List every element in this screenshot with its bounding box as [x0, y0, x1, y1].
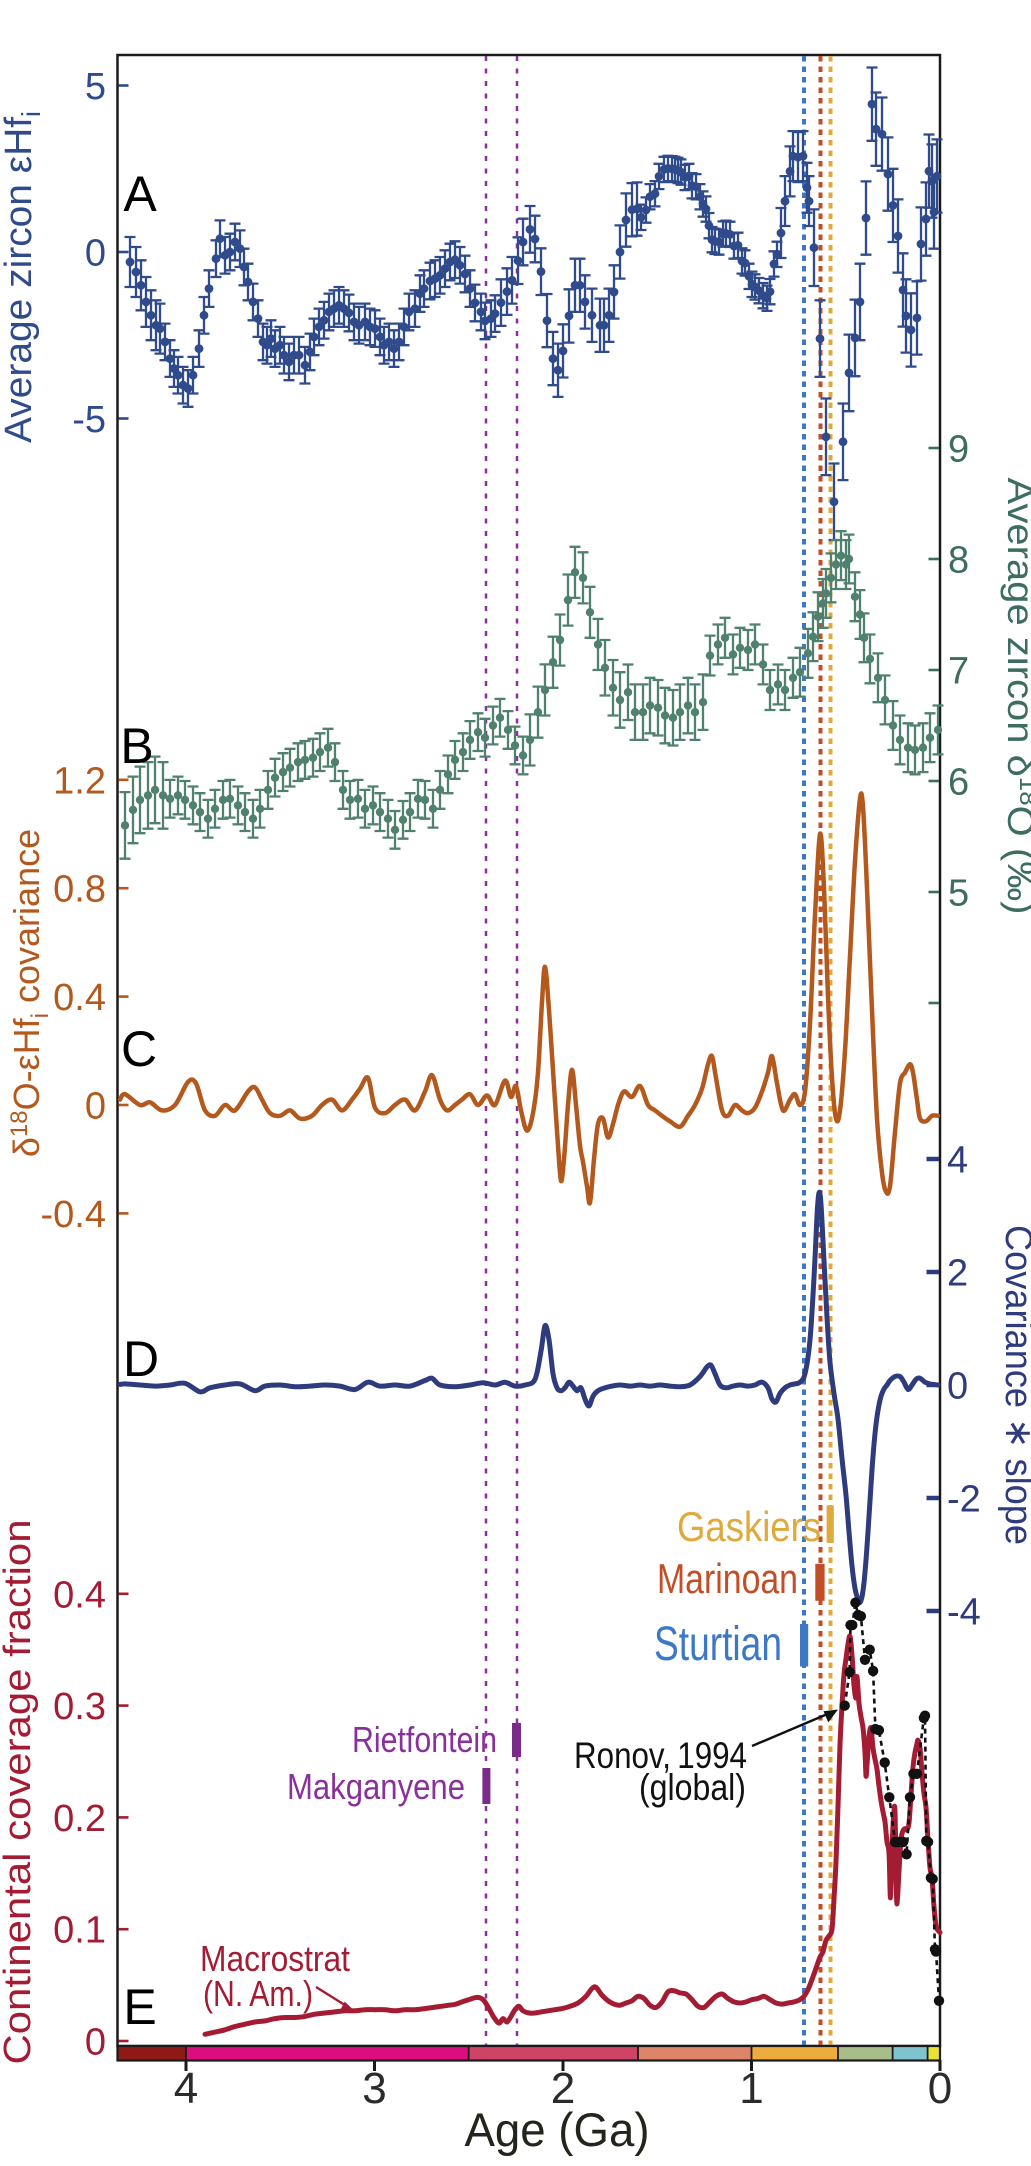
svg-text:Rietfontein: Rietfontein — [352, 1719, 497, 1760]
svg-text:(N. Am.): (N. Am.) — [203, 1973, 313, 2014]
svg-text:2: 2 — [947, 1253, 968, 1295]
svg-text:Marinoan: Marinoan — [657, 1555, 798, 1602]
svg-text:9: 9 — [948, 429, 969, 471]
svg-text:0: 0 — [85, 233, 106, 275]
svg-text:4: 4 — [947, 1140, 968, 1182]
svg-text:0.3: 0.3 — [53, 1686, 106, 1728]
svg-text:Makganyene: Makganyene — [287, 1766, 465, 1807]
svg-text:8: 8 — [948, 540, 969, 582]
svg-text:0: 0 — [85, 2022, 106, 2064]
svg-text:-0.4: -0.4 — [41, 1194, 106, 1236]
svg-text:5: 5 — [85, 66, 106, 108]
svg-text:Ronov, 1994: Ronov, 1994 — [574, 1735, 747, 1776]
svg-text:0: 0 — [947, 1366, 968, 1408]
svg-text:0.1: 0.1 — [53, 1910, 106, 1952]
svg-text:7: 7 — [948, 651, 969, 693]
svg-text:5: 5 — [948, 873, 969, 915]
svg-text:Covariance ∗ slope: Covariance ∗ slope — [997, 1225, 1031, 1545]
svg-text:1: 1 — [739, 2064, 763, 2113]
svg-text:(global): (global) — [639, 1767, 746, 1808]
svg-text:-5: -5 — [72, 399, 106, 441]
svg-text:Average zircon εHfi: Average zircon εHfi — [0, 111, 46, 443]
svg-text:E: E — [123, 1979, 156, 2035]
svg-text:0: 0 — [85, 1086, 106, 1128]
svg-text:0.4: 0.4 — [53, 977, 106, 1019]
svg-text:4: 4 — [174, 2064, 198, 2113]
svg-text:2: 2 — [551, 2064, 575, 2113]
svg-text:Gaskiers: Gaskiers — [677, 1503, 821, 1550]
svg-text:D: D — [123, 1331, 159, 1387]
svg-text:0.8: 0.8 — [53, 869, 106, 911]
svg-text:δ18O-εHfi covariance: δ18O-εHfi covariance — [6, 829, 54, 1157]
svg-text:3: 3 — [362, 2064, 386, 2113]
svg-text:-2: -2 — [947, 1479, 981, 1521]
svg-text:B: B — [120, 718, 153, 774]
svg-text:A: A — [123, 166, 157, 222]
svg-text:Sturtian: Sturtian — [654, 1618, 782, 1671]
svg-text:0.4: 0.4 — [53, 1574, 106, 1616]
svg-text:Average zircon δ18O (‰): Average zircon δ18O (‰) — [1000, 478, 1031, 915]
svg-text:1.2: 1.2 — [53, 760, 106, 802]
svg-text:-4: -4 — [947, 1592, 981, 1634]
svg-text:Continental coverage fraction: Continental coverage fraction — [0, 1520, 39, 2065]
svg-text:0.2: 0.2 — [53, 1798, 106, 1840]
svg-text:Age (Ga): Age (Ga) — [465, 2103, 650, 2156]
svg-text:Macrostrat: Macrostrat — [200, 1938, 350, 1979]
svg-text:C: C — [121, 1021, 157, 1077]
svg-text:0: 0 — [928, 2064, 952, 2113]
svg-text:6: 6 — [948, 762, 969, 804]
